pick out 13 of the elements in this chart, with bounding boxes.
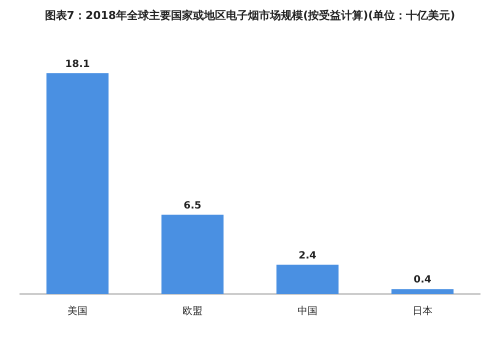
bar: [276, 264, 339, 294]
bar: [161, 214, 224, 294]
x-tick-label: 欧盟: [182, 304, 202, 317]
x-tick-label: 美国: [68, 304, 88, 317]
data-label: 6.5: [184, 200, 202, 212]
x-tick-label: 中国: [298, 304, 318, 317]
x-tick-label: 日本: [412, 304, 432, 317]
data-label: 0.4: [414, 274, 432, 286]
data-label: 2.4: [298, 250, 316, 262]
bar: [46, 73, 109, 294]
chart-title: 图表7：2018年全球主要国家或地区电子烟市场规模(按受益计算)(单位：十亿美元): [44, 8, 456, 23]
data-label: 18.1: [65, 58, 90, 70]
bar: [391, 289, 454, 294]
